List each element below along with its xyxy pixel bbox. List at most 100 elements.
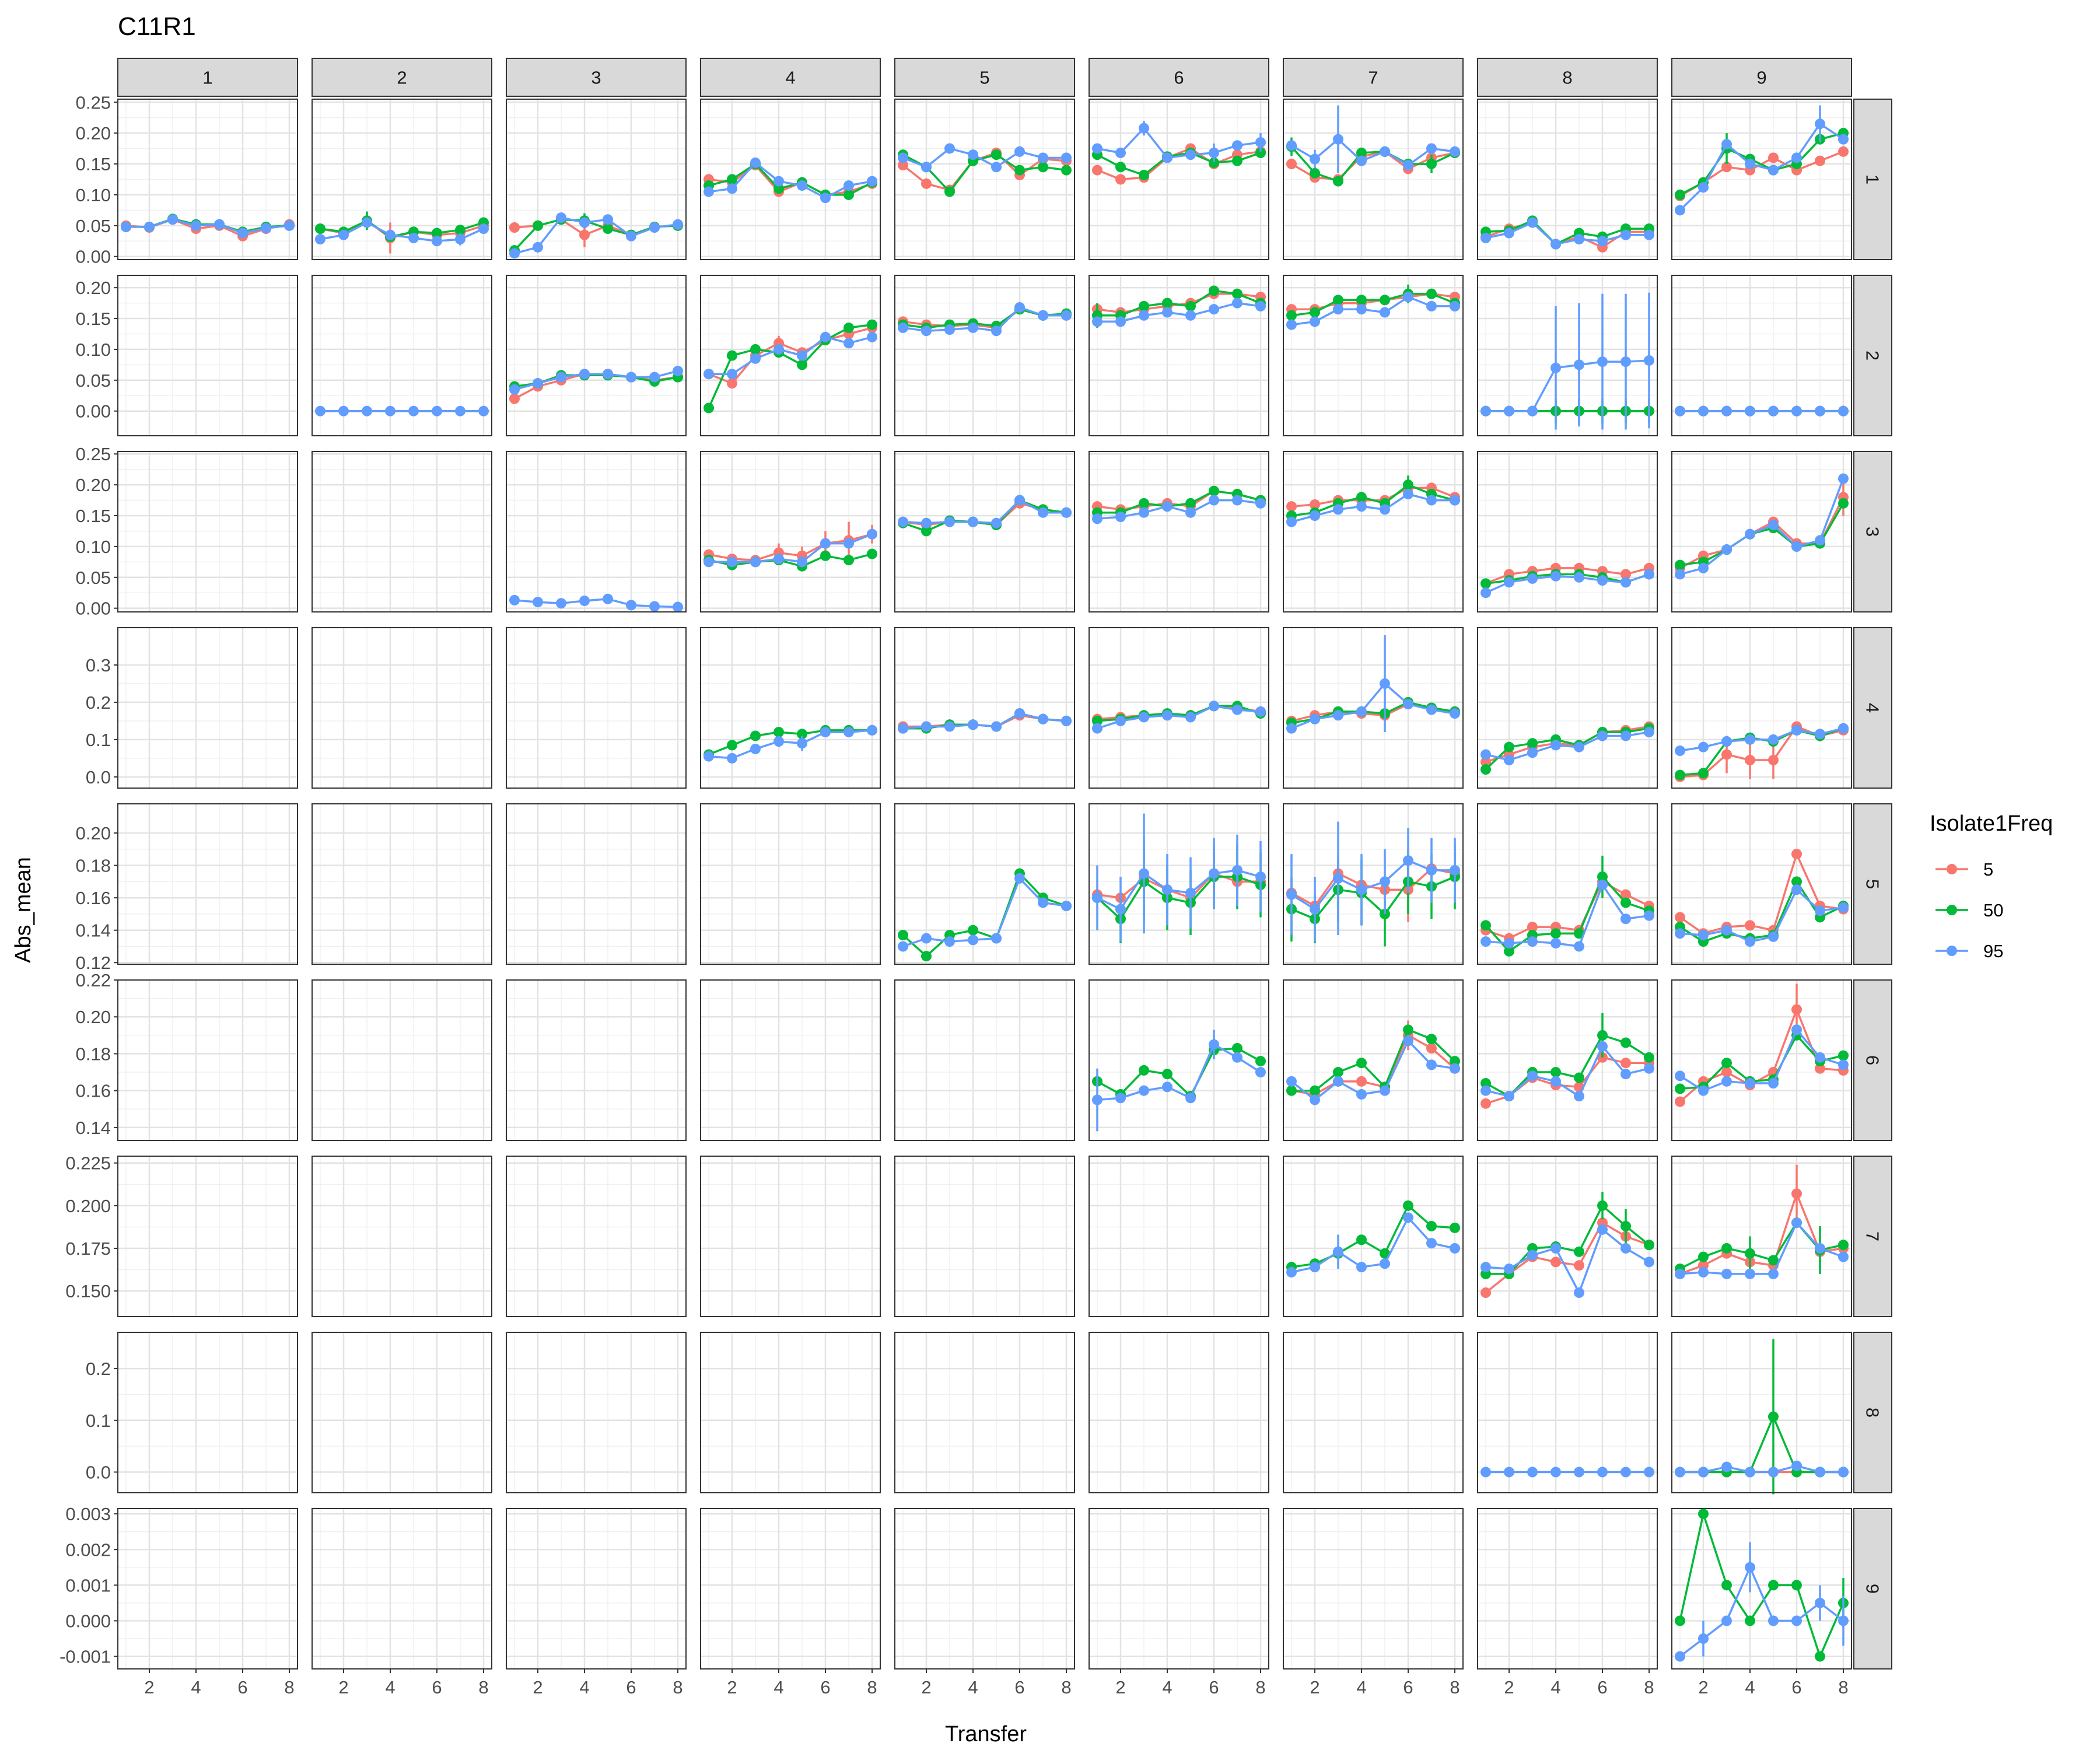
column-strip: 9 <box>1671 58 1852 97</box>
data-point <box>1721 1615 1732 1626</box>
data-point <box>727 350 737 361</box>
data-point <box>1232 864 1242 876</box>
data-point <box>1286 319 1297 330</box>
panel-border <box>700 451 881 612</box>
x-tick-label: 8 <box>673 1677 682 1698</box>
panel-background <box>1672 628 1852 788</box>
facet-panel <box>312 627 492 789</box>
data-point <box>533 220 543 231</box>
data-point <box>1838 1050 1849 1061</box>
data-point <box>1380 307 1390 318</box>
series-95 <box>1675 1024 1849 1096</box>
data-point <box>1426 1059 1437 1070</box>
data-point <box>1620 1220 1631 1231</box>
data-point <box>315 234 326 245</box>
x-tick-label: 6 <box>820 1677 830 1698</box>
data-point <box>1209 1039 1219 1050</box>
data-point <box>1675 1615 1685 1626</box>
data-point <box>1310 316 1320 327</box>
data-point <box>649 222 660 233</box>
x-tick-label: 4 <box>1745 1677 1755 1698</box>
data-point <box>1698 405 1709 416</box>
data-point <box>1038 713 1048 724</box>
x-tick-label: 4 <box>774 1677 783 1698</box>
panel-border <box>312 803 492 965</box>
data-point <box>1644 1466 1654 1478</box>
data-point <box>603 223 613 235</box>
panel-border <box>117 1508 298 1670</box>
series-95 <box>1286 1035 1460 1105</box>
data-point <box>1286 1085 1297 1096</box>
series-95 <box>1092 495 1266 524</box>
data-point <box>750 730 761 741</box>
data-point <box>1698 930 1709 940</box>
row-strip-label: 1 <box>1863 174 1883 184</box>
data-point <box>1333 1076 1343 1087</box>
data-point <box>1504 755 1514 766</box>
data-point <box>315 223 326 235</box>
data-point <box>1286 159 1297 170</box>
data-point <box>1745 1248 1755 1259</box>
series-95 <box>315 217 489 247</box>
data-point <box>1620 1242 1631 1254</box>
series-95 <box>1675 1542 1849 1662</box>
y-tick-label: 0.000 <box>65 1611 111 1632</box>
panel-border <box>1671 451 1852 612</box>
data-point <box>1115 1093 1126 1104</box>
data-point <box>509 248 520 259</box>
data-point <box>1232 704 1242 715</box>
data-point <box>1768 1580 1779 1591</box>
data-point <box>1574 1466 1584 1478</box>
facet-panel <box>894 1508 1075 1670</box>
facet-panel <box>506 979 687 1141</box>
facet-panel <box>894 99 1075 260</box>
data-point <box>1644 355 1654 366</box>
panel-border <box>312 275 492 436</box>
legend-entry: 95 <box>1936 941 2003 961</box>
data-point <box>1745 936 1755 947</box>
data-point <box>1162 710 1172 721</box>
y-tick-label: 0.0 <box>86 767 111 788</box>
data-point <box>1450 708 1460 719</box>
y-tick-label: 0.15 <box>76 506 111 526</box>
series-line <box>1679 132 1844 196</box>
data-point <box>1721 544 1732 555</box>
series-95 <box>898 495 1072 528</box>
panel-border <box>1283 1156 1464 1317</box>
data-point <box>1333 134 1343 145</box>
data-point <box>750 344 761 355</box>
y-tick-label: 0.3 <box>86 655 111 676</box>
data-point <box>844 322 854 333</box>
data-point <box>1380 876 1390 887</box>
series-95 <box>315 405 489 416</box>
series-95 <box>1480 727 1654 766</box>
data-point <box>1620 1037 1631 1048</box>
y-tick-label: 0.14 <box>76 921 111 941</box>
data-point <box>1450 1242 1460 1254</box>
panel-border <box>700 627 881 789</box>
data-point <box>1185 300 1196 312</box>
x-tick-label: 8 <box>284 1677 294 1698</box>
data-point <box>898 941 908 952</box>
x-tick-label: 4 <box>579 1677 589 1698</box>
data-point <box>673 601 683 612</box>
data-point <box>1426 1220 1437 1231</box>
column-strip-label: 8 <box>1562 68 1572 88</box>
column-strip: 6 <box>1088 58 1269 97</box>
data-point <box>1450 300 1460 312</box>
panel-border <box>312 627 492 789</box>
data-point <box>727 556 737 568</box>
y-tick-label: 0.00 <box>76 247 111 267</box>
y-tick-label: 0.175 <box>65 1238 111 1259</box>
data-point <box>1791 884 1802 895</box>
panel-background <box>1089 452 1269 612</box>
column-strip-box <box>506 58 687 97</box>
panel-border <box>1088 803 1269 965</box>
data-point <box>432 236 442 247</box>
data-point <box>1380 1258 1390 1269</box>
data-point <box>1675 912 1685 923</box>
column-strip-box <box>894 58 1075 97</box>
panel-background <box>1478 1508 1657 1669</box>
panel-border <box>1283 979 1464 1141</box>
x-tick-label: 4 <box>385 1677 395 1698</box>
